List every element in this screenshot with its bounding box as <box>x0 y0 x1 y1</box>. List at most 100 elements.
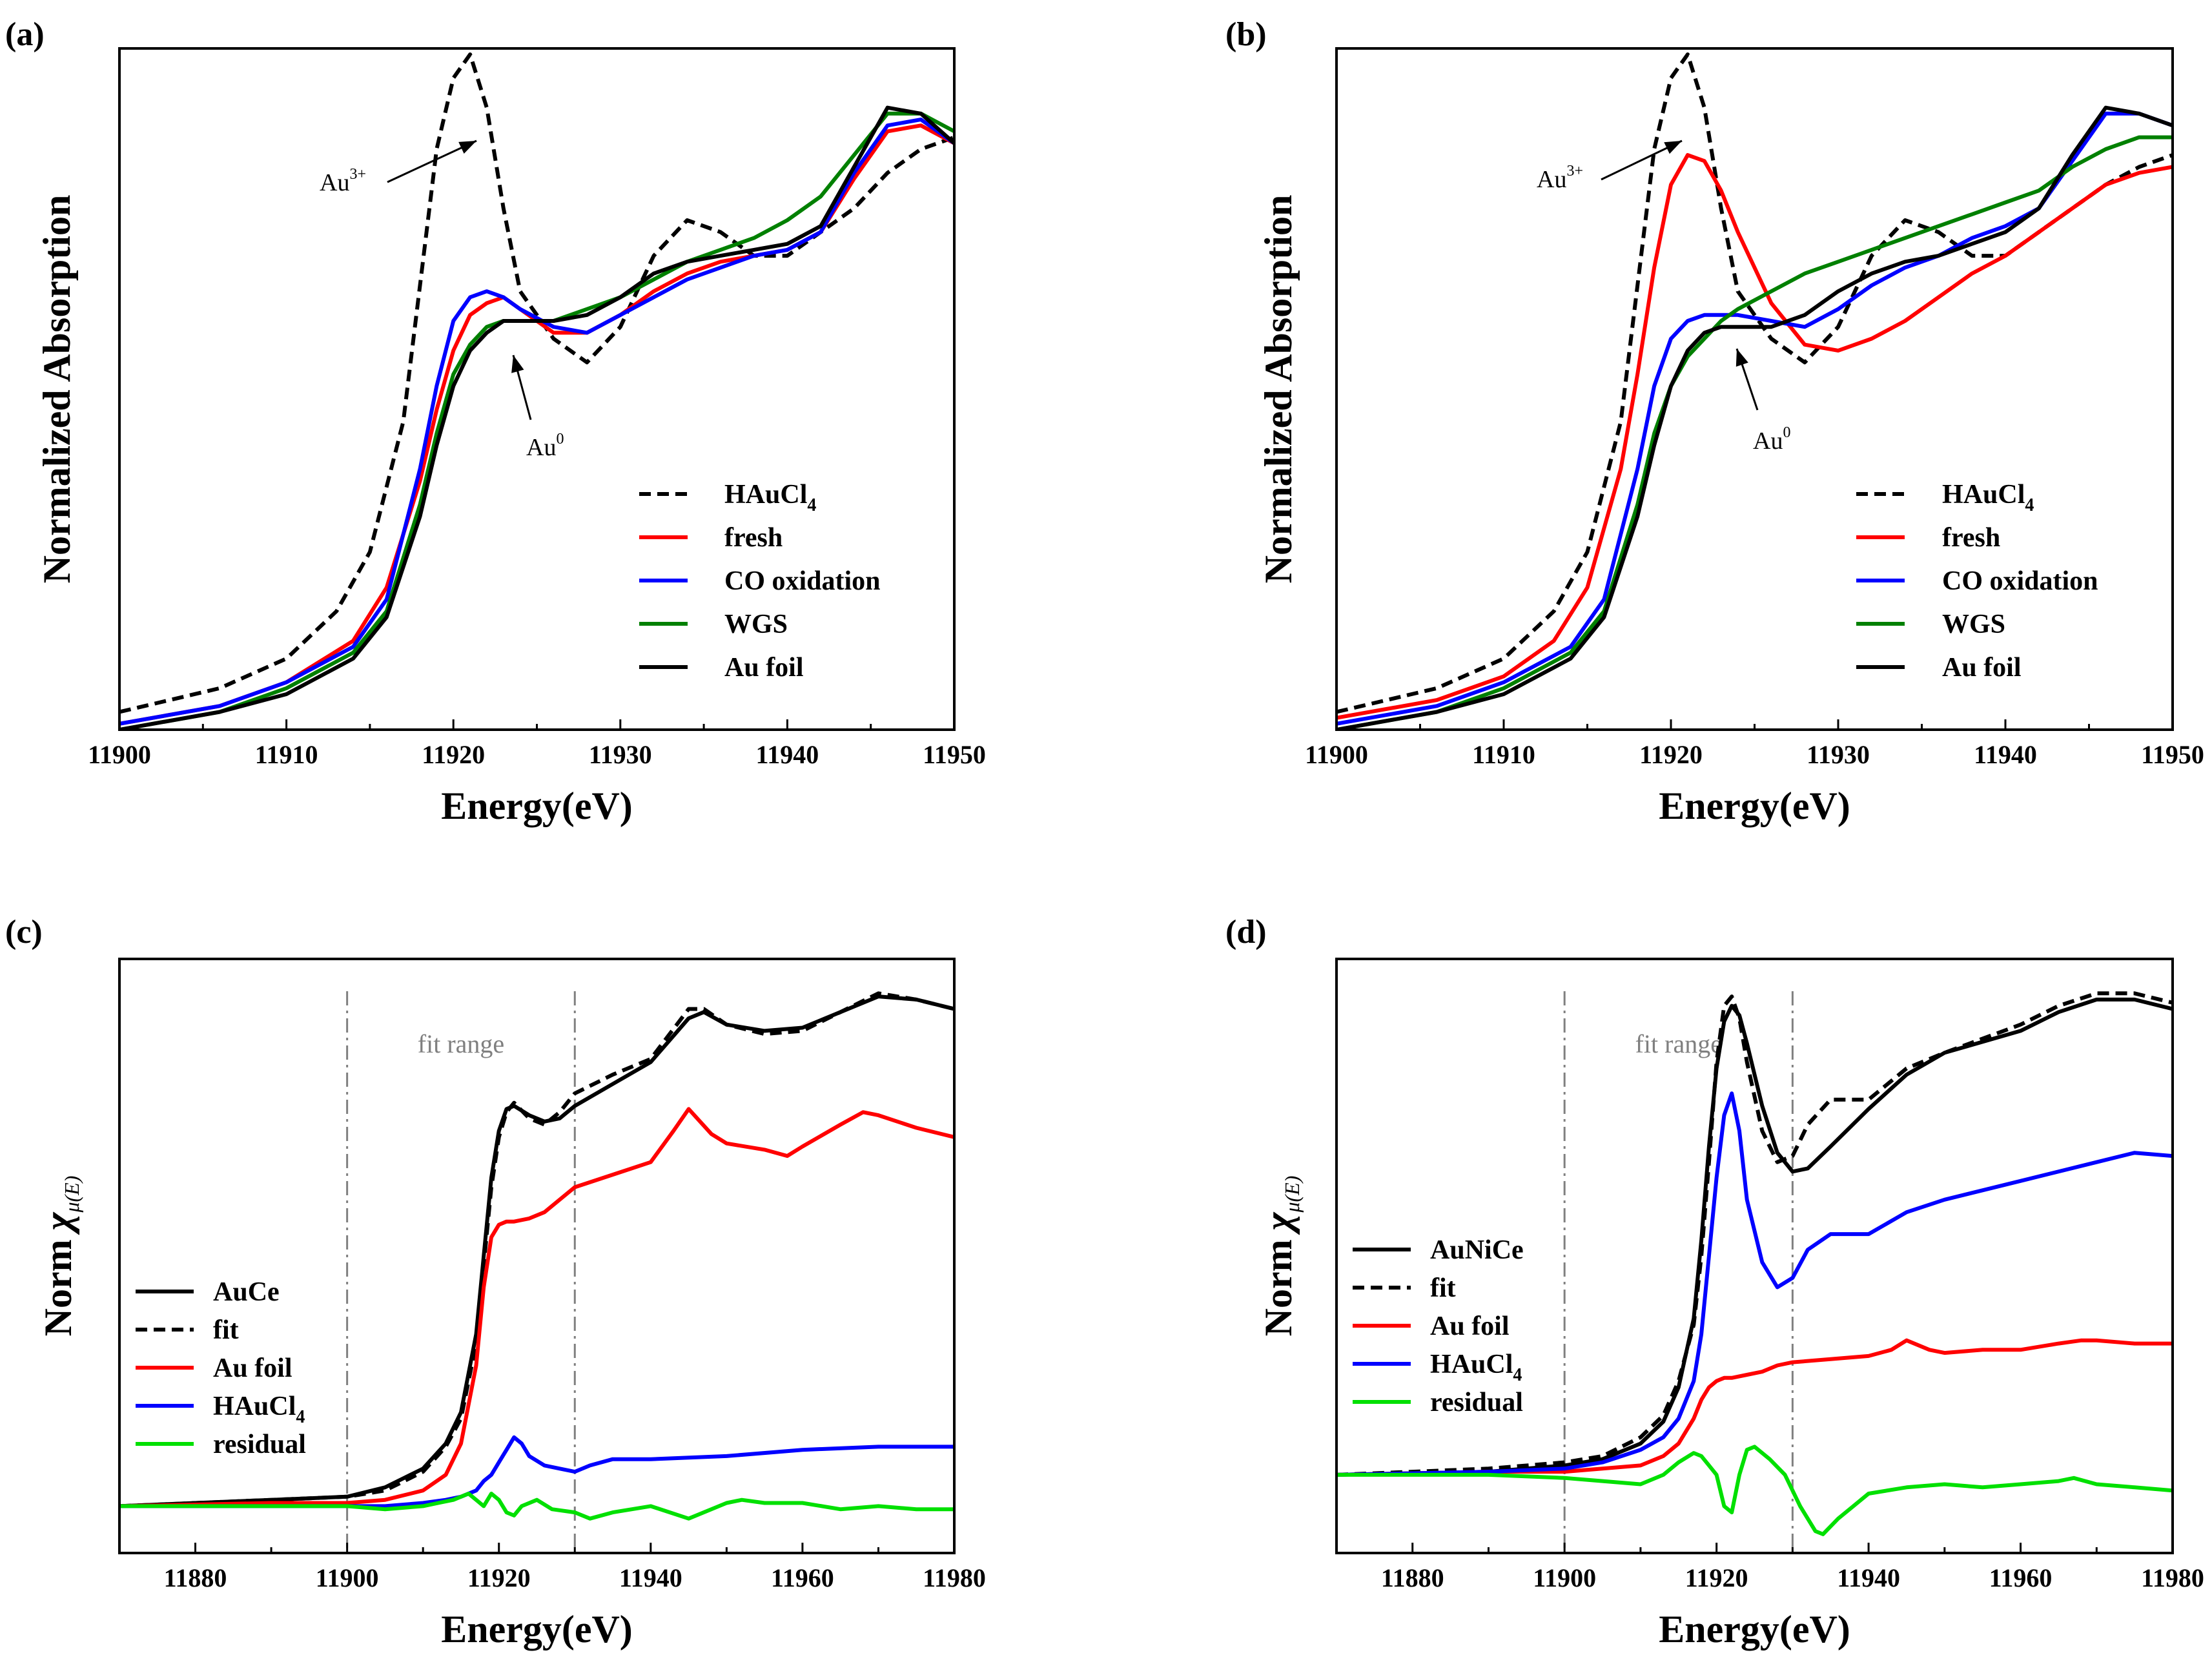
x-tick-label: 11940 <box>756 740 819 769</box>
x-tick-label: 11920 <box>1685 1563 1748 1592</box>
x-tick-label: 11900 <box>1533 1563 1596 1592</box>
legend-entry-text: CO oxidation <box>1942 566 2098 596</box>
panel-label: (d) <box>1225 914 1267 951</box>
legend-entry-text: HAuCl <box>724 480 807 509</box>
x-tick-label: 11930 <box>589 740 652 769</box>
legend-entry: HAuCl4 <box>213 1392 305 1427</box>
series-line-au-foil <box>119 105 954 730</box>
x-tick-label: 11920 <box>467 1563 531 1592</box>
legend-entry-text: CO oxidation <box>724 566 881 596</box>
panel-b: (b) 11900 11910 11920 11930 11940 11950 Energy(… <box>1225 16 2204 827</box>
series-line-wgs <box>119 111 954 730</box>
x-axis-label: Energy(eV) <box>441 1608 633 1651</box>
x-tick-label: 11980 <box>923 1563 986 1592</box>
legend-entry-text: Au foil <box>1430 1312 1510 1341</box>
legend-entry: residual <box>1430 1388 1523 1417</box>
panel-label: (c) <box>5 914 43 951</box>
series-line-residual <box>1336 1445 2173 1536</box>
x-tick-label: 11940 <box>1974 740 2037 769</box>
annotation-superscript: 0 <box>556 431 564 448</box>
legend-entry: fresh <box>1942 523 2000 553</box>
series-line-co-oxidation <box>119 118 954 726</box>
y-axis-label-subscript: μ(E) <box>1280 1176 1304 1213</box>
annotation-arrowhead <box>458 141 476 154</box>
x-tick-label: 11880 <box>1381 1563 1444 1592</box>
legend-entry-text: HAuCl <box>1430 1350 1513 1379</box>
series-line-co-oxidation <box>1336 111 2173 726</box>
x-tick-label: 11980 <box>2141 1563 2204 1592</box>
legend-entry: fit <box>213 1315 239 1345</box>
x-tick-label: 11940 <box>1837 1563 1900 1592</box>
x-tick-label: 11940 <box>619 1563 682 1592</box>
legend-entry-text: Au foil <box>1942 653 2022 683</box>
x-tick-label: 11900 <box>1305 740 1368 769</box>
x-tick-label: 11960 <box>1989 1563 2053 1592</box>
annotation-label: Au0 <box>526 431 564 461</box>
x-tick-label: 11950 <box>2141 740 2204 769</box>
legend: HAuCl4 fresh CO oxidation WGS Au foil <box>639 480 881 683</box>
x-axis-label: Energy(eV) <box>1659 785 1850 827</box>
x-tick-label: 11880 <box>164 1563 227 1592</box>
series-line-haucl4 <box>1336 1091 2173 1477</box>
panel-c: (c) fit range 11880 11900 11920 11940 11960 119… <box>5 914 986 1651</box>
legend-entry: HAuCl4 <box>724 480 816 515</box>
x-tick-label: 11920 <box>1639 740 1703 769</box>
legend-entry: CO oxidation <box>1942 566 2098 596</box>
x-tick-label: 11900 <box>316 1563 379 1592</box>
plot-frame <box>1335 958 2174 1554</box>
fit-range-label: fit range <box>1635 1029 1722 1058</box>
y-axis-label: Normalized Absorption <box>1257 195 1300 584</box>
annotation-text: Au <box>320 169 349 196</box>
legend-entry: CO oxidation <box>724 566 881 596</box>
legend-entry-subscript: 4 <box>2025 495 2034 515</box>
annotation-label: Au3+ <box>1537 163 1583 193</box>
series-line-au-foil <box>1336 105 2173 730</box>
legend-entry-text: fit <box>1430 1273 1456 1303</box>
series-line-au-foil <box>119 1107 954 1508</box>
series-line-fit <box>119 991 954 1508</box>
y-axis-label-text: Normalized Absorption <box>36 195 78 584</box>
legend: AuNiCe fit Au foil HAuCl4 residual <box>1353 1235 1524 1417</box>
annotation-arrowhead <box>511 355 524 373</box>
legend-entry: WGS <box>724 610 788 639</box>
y-axis-label-subscript: μ(E) <box>60 1176 83 1213</box>
series-line-auce <box>119 994 954 1508</box>
legend-entry-text: residual <box>1430 1388 1523 1417</box>
legend-entry-subscript: 4 <box>296 1407 305 1427</box>
fit-range-label: fit range <box>418 1029 504 1058</box>
y-axis-label: Norm χμ(E) <box>37 1176 83 1337</box>
series-line-residual <box>119 1492 954 1521</box>
legend-entry-text: WGS <box>1942 610 2005 639</box>
panel-label: (b) <box>1225 16 1267 53</box>
x-tick-label: 11930 <box>1807 740 1870 769</box>
legend-entry: AuCe <box>213 1277 280 1307</box>
legend-entry: AuNiCe <box>1430 1235 1524 1265</box>
plot-frame <box>1335 47 2174 731</box>
annotation-superscript: 3+ <box>349 166 366 183</box>
annotation-text: Au <box>526 434 556 461</box>
plot-frame <box>118 47 956 731</box>
y-axis-label-text: Normalized Absorption <box>1257 195 1300 584</box>
plot-frame <box>118 958 956 1554</box>
legend-entry: residual <box>213 1430 306 1459</box>
legend-entry: HAuCl4 <box>1430 1350 1522 1385</box>
annotation-arrowhead <box>1664 141 1682 154</box>
annotation-label: Au3+ <box>320 166 366 196</box>
legend-entry: fresh <box>724 523 783 553</box>
legend: HAuCl4 fresh CO oxidation WGS Au foil <box>1856 480 2098 683</box>
x-axis-label: Energy(eV) <box>441 785 633 827</box>
legend-entry-text: HAuCl <box>1942 480 2025 509</box>
y-axis-label-symbol: χ <box>1257 1211 1300 1235</box>
legend-entry-text: WGS <box>724 610 788 639</box>
legend-entry-text: Au foil <box>724 653 804 683</box>
panel-a: (a) 11900 11910 11920 11930 11940 11950 Energy(… <box>5 16 986 827</box>
legend-entry-text: fit <box>213 1315 239 1345</box>
annotation-superscript: 3+ <box>1566 163 1583 180</box>
annotation-label: Au0 <box>1753 424 1790 455</box>
y-axis-label: Normalized Absorption <box>36 195 78 584</box>
x-tick-label: 11900 <box>88 740 151 769</box>
legend-entry: WGS <box>1942 610 2005 639</box>
annotation-text: Au <box>1753 427 1783 455</box>
annotation-arrowhead <box>1736 349 1748 367</box>
